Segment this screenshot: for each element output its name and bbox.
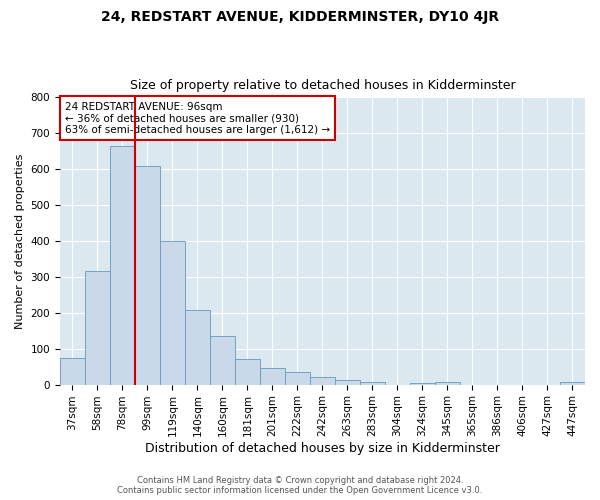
Bar [435,382,460,384]
Text: Contains HM Land Registry data © Crown copyright and database right 2024.
Contai: Contains HM Land Registry data © Crown c… [118,476,482,495]
Bar [360,382,385,384]
Bar [135,166,160,384]
Bar [160,241,185,384]
Bar [185,310,210,384]
Bar [60,358,85,384]
Text: 24, REDSTART AVENUE, KIDDERMINSTER, DY10 4JR: 24, REDSTART AVENUE, KIDDERMINSTER, DY10… [101,10,499,24]
Bar [560,382,585,384]
Bar [110,146,135,384]
Bar [335,380,360,384]
Bar [210,336,235,384]
X-axis label: Distribution of detached houses by size in Kidderminster: Distribution of detached houses by size … [145,442,500,455]
Text: 24 REDSTART AVENUE: 96sqm
← 36% of detached houses are smaller (930)
63% of semi: 24 REDSTART AVENUE: 96sqm ← 36% of detac… [65,102,330,135]
Bar [235,360,260,384]
Bar [85,272,110,384]
Bar [310,378,335,384]
Bar [410,383,435,384]
Y-axis label: Number of detached properties: Number of detached properties [15,154,25,328]
Bar [260,368,285,384]
Bar [285,372,310,384]
Title: Size of property relative to detached houses in Kidderminster: Size of property relative to detached ho… [130,79,515,92]
